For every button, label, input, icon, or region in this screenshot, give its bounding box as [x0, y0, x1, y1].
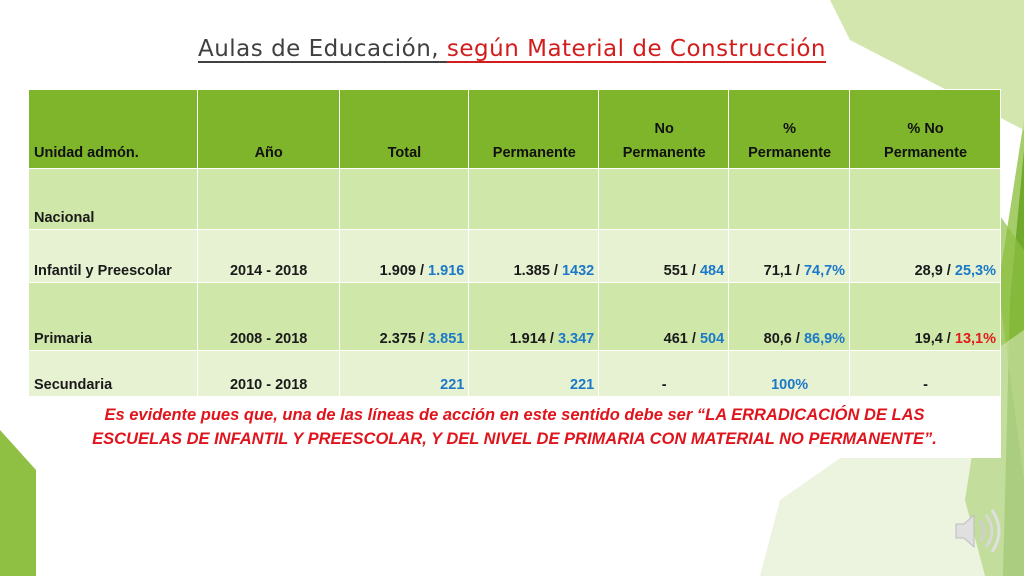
value-2018: 74,7%	[803, 263, 846, 279]
cell-pct-no-permanente: 19,4 / 13,1%	[849, 282, 1001, 351]
cell-unidad: Secundaria	[28, 350, 198, 397]
cell-pct-permanente: 100%	[728, 350, 851, 397]
table-note-row: Es evidente pues que, una de las líneas …	[28, 396, 1001, 458]
speaker-icon[interactable]	[950, 508, 1006, 554]
table-header-row: Unidad admón. Año Total Permanente No Pe…	[28, 89, 1001, 169]
cell-no-permanente: -	[598, 350, 730, 397]
value-2018: 86,9%	[803, 331, 846, 347]
cell-pct-permanente	[728, 168, 851, 230]
table-row-infantil: Infantil y Preescolar 2014 - 2018 1.909 …	[28, 229, 1001, 283]
value-2018: 504	[699, 331, 725, 347]
cell-pct-permanente: 80,6 / 86,9%	[728, 282, 851, 351]
value-2018: 13,1%	[954, 331, 996, 347]
cell-pct-no-permanente: -	[849, 350, 1001, 397]
cell-anio: 2010 - 2018	[196, 350, 340, 397]
value-2014: 1.385 /	[513, 263, 562, 279]
cell-permanente: 1.385 / 1432	[468, 229, 600, 283]
cell-total	[338, 168, 470, 230]
title-part1: Aulas de Educación,	[197, 36, 440, 62]
conclusion-note: Es evidente pues que, una de las líneas …	[28, 396, 1001, 458]
header-pct-no-permanente: % No Permanente	[849, 89, 1001, 169]
value-2008: 461 /	[663, 331, 700, 347]
value-2008: 2.375 /	[379, 331, 429, 347]
header-unidad: Unidad admón.	[28, 89, 198, 169]
cell-unidad: Infantil y Preescolar	[28, 229, 198, 283]
value-2018: 3.347	[557, 331, 595, 347]
value-2018: 1.916	[428, 263, 465, 279]
header-permanente: Permanente	[468, 89, 600, 169]
note-line: Es evidente pues que, una de las líneas …	[104, 406, 925, 424]
header-pct-permanente: % Permanente	[728, 89, 851, 169]
value-2008: 1.914 /	[509, 331, 558, 347]
cell-permanente: 1.914 / 3.347	[468, 282, 600, 351]
table-row-nacional: Nacional	[28, 168, 1001, 230]
value-2018: 3.851	[428, 331, 465, 347]
value-2018: 1432	[561, 263, 595, 279]
value-2014: 71,1 /	[763, 263, 804, 279]
data-table: Unidad admón. Año Total Permanente No Pe…	[28, 89, 1001, 458]
value-2014: 551 /	[663, 263, 700, 279]
value-2018: 484	[699, 263, 725, 279]
cell-unidad: Primaria	[28, 282, 198, 351]
header-anio: Año	[196, 89, 340, 169]
value-2008: 80,6 /	[763, 331, 804, 347]
cell-pct-no-permanente	[849, 168, 1001, 230]
cell-permanente	[468, 168, 600, 230]
table-row-secundaria: Secundaria 2010 - 2018 221 221 - 100% -	[28, 350, 1001, 397]
value-2018: 25,3%	[954, 263, 996, 279]
cell-no-permanente: 461 / 504	[598, 282, 730, 351]
cell-unidad: Nacional	[28, 168, 198, 230]
cell-total: 1.909 / 1.916	[338, 229, 470, 283]
cell-pct-no-permanente: 28,9 / 25,3%	[849, 229, 1001, 283]
cell-permanente: 221	[468, 350, 600, 397]
header-total: Total	[338, 89, 470, 169]
cell-anio: 2014 - 2018	[196, 229, 340, 283]
cell-no-permanente	[598, 168, 730, 230]
table-row-primaria: Primaria 2008 - 2018 2.375 / 3.851 1.914…	[28, 282, 1001, 351]
cell-anio: 2008 - 2018	[196, 282, 340, 351]
value-2008: 19,4 /	[914, 331, 955, 347]
slide-title: Aulas de Educación, según Material de Co…	[0, 36, 1024, 62]
cell-pct-permanente: 71,1 / 74,7%	[728, 229, 851, 283]
note-line: ESCUELAS DE INFANTIL Y PREESCOLAR, Y DEL…	[92, 430, 937, 448]
header-no-permanente: No Permanente	[598, 89, 730, 169]
value-2014: 1.909 /	[379, 263, 429, 279]
value-2014: 28,9 /	[914, 263, 955, 279]
title-part2: según Material de Construcción	[446, 36, 826, 62]
decor-shape-left	[0, 430, 36, 576]
cell-total: 221	[338, 350, 470, 397]
cell-total: 2.375 / 3.851	[338, 282, 470, 351]
cell-anio	[196, 168, 340, 230]
cell-no-permanente: 551 / 484	[598, 229, 730, 283]
